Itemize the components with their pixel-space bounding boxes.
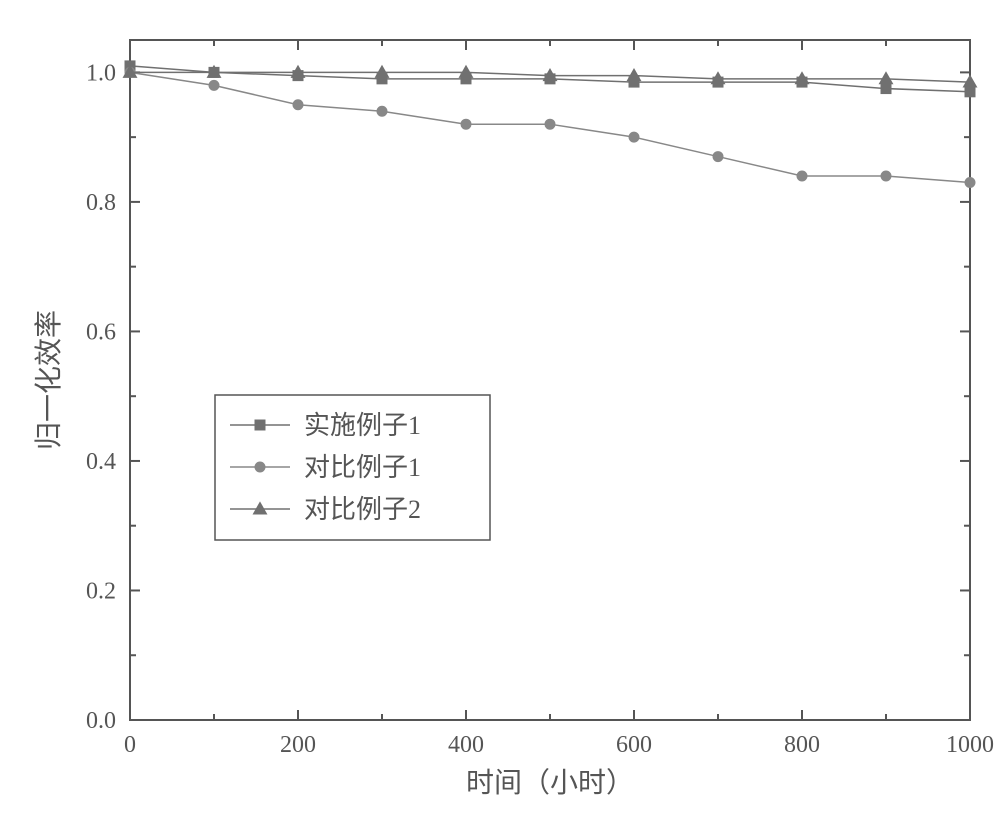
svg-text:0.8: 0.8 xyxy=(86,190,116,216)
svg-text:0.4: 0.4 xyxy=(86,449,116,475)
x-axis-label: 时间（小时） xyxy=(466,767,634,799)
line-chart: 0 200 400 600 800 1000 0.0 0.2 0.4 0.6 0.8 1.0 时间（小时… xyxy=(0,0,1000,822)
legend: 实施例子1 对比例子1 对比例子2 xyxy=(215,395,490,540)
svg-text:0.6: 0.6 xyxy=(86,319,116,345)
svg-text:1000: 1000 xyxy=(946,732,994,758)
svg-text:1.0: 1.0 xyxy=(86,60,116,86)
svg-text:400: 400 xyxy=(448,732,484,758)
svg-text:200: 200 xyxy=(280,732,316,758)
svg-text:600: 600 xyxy=(616,732,652,758)
svg-text:对比例子2: 对比例子2 xyxy=(304,495,421,524)
y-axis-label: 归一化效率 xyxy=(33,310,65,450)
svg-text:0: 0 xyxy=(124,732,136,758)
svg-text:对比例子1: 对比例子1 xyxy=(304,453,421,482)
svg-text:800: 800 xyxy=(784,732,820,758)
chart-container: 0 200 400 600 800 1000 0.0 0.2 0.4 0.6 0.8 1.0 时间（小时… xyxy=(0,0,1000,822)
svg-text:0.0: 0.0 xyxy=(86,708,116,734)
svg-text:实施例子1: 实施例子1 xyxy=(304,411,421,440)
svg-text:0.2: 0.2 xyxy=(86,578,116,604)
